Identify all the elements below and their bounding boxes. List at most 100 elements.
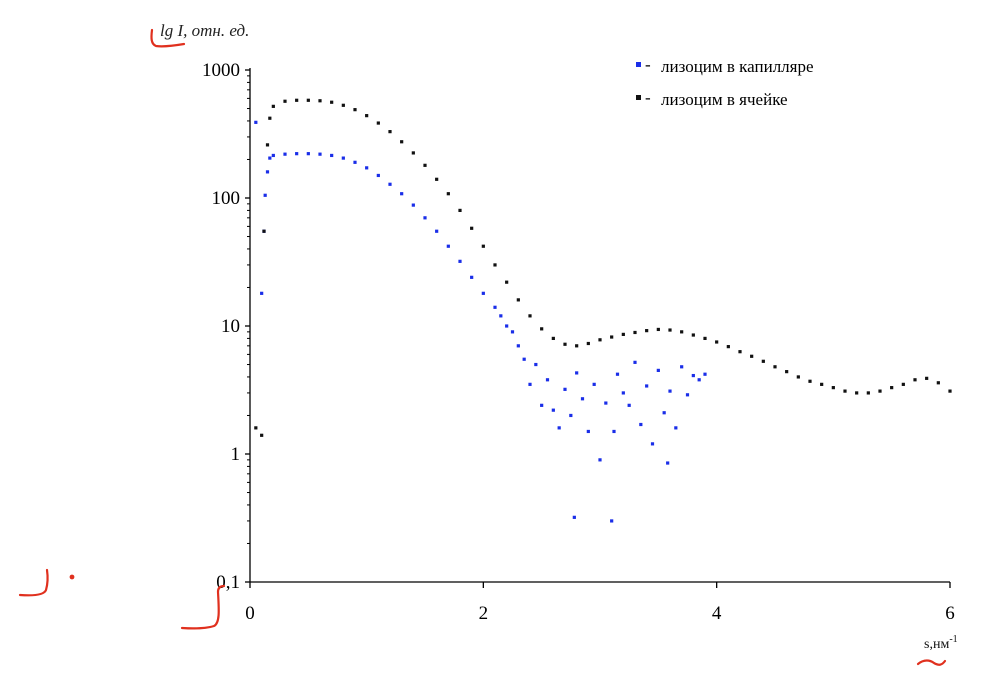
data-point: [773, 365, 777, 369]
data-point: [376, 173, 380, 178]
data-point: [306, 152, 310, 156]
data-point: [656, 327, 660, 332]
data-point: [598, 458, 602, 462]
handwritten-dot: [69, 574, 75, 580]
data-point: [715, 340, 719, 344]
data-point: [691, 373, 695, 378]
data-point: [268, 156, 272, 160]
data-point: [610, 519, 614, 523]
data-point: [540, 327, 544, 331]
data-point: [761, 359, 765, 363]
data-point: [604, 401, 608, 405]
data-point: [330, 100, 334, 104]
data-point: [598, 338, 602, 342]
data-point: [470, 275, 474, 279]
data-point: [901, 382, 905, 386]
data-point: [499, 314, 503, 318]
data-point: [318, 152, 322, 156]
x-tick-label: 2: [479, 603, 489, 624]
data-point: [627, 403, 631, 407]
data-point: [260, 291, 264, 295]
tick-labels: 0,1 1 10 100 1000 0 2 4 6: [202, 60, 955, 624]
handwritten-tilde-unit: [916, 659, 947, 666]
data-point: [666, 461, 670, 465]
data-point: [528, 382, 532, 386]
data-point: [283, 99, 287, 103]
data-point: [388, 130, 392, 134]
x-axis-title-text: s,нм: [924, 637, 949, 652]
data-point: [295, 98, 299, 102]
data-point: [505, 280, 509, 284]
y-tick-label: 1: [231, 444, 241, 465]
data-point: [341, 103, 345, 107]
data-point: [645, 329, 649, 333]
data-point: [633, 330, 637, 335]
data-point: [551, 336, 555, 341]
data-point: [703, 336, 707, 341]
data-point: [254, 426, 258, 430]
data-point: [580, 397, 585, 401]
data-point: [481, 244, 485, 248]
data-point: [656, 368, 660, 372]
data-point: [948, 389, 952, 393]
legend: - лизоцим в капилляре - лизоцим в ячейке: [636, 55, 814, 109]
data-point: [697, 378, 701, 382]
legend-label-series-2: лизоцим в ячейке: [661, 90, 788, 109]
data-point: [400, 140, 404, 144]
data-point: [691, 333, 695, 337]
data-point: [263, 193, 267, 197]
data-point: [633, 360, 637, 364]
data-point: [330, 153, 334, 158]
series-2: [254, 98, 952, 437]
data-point: [615, 372, 620, 376]
data-point: [575, 371, 579, 375]
data-point: [260, 433, 264, 437]
data-point: [254, 120, 258, 124]
data-point: [610, 335, 614, 339]
data-point: [446, 192, 450, 196]
data-point: [913, 378, 917, 382]
data-point: [423, 163, 427, 167]
y-tick-label: 0,1: [216, 572, 240, 593]
data-point: [435, 229, 439, 233]
data-point: [557, 426, 561, 430]
data-point: [586, 429, 590, 434]
legend-dash-series-2: -: [645, 88, 651, 107]
y-tick-label: 1000: [202, 60, 240, 81]
data-point: [545, 378, 550, 382]
data-point: [534, 362, 538, 367]
data-point: [353, 160, 357, 164]
data-point: [318, 99, 322, 103]
data-point: [516, 298, 520, 302]
data-point: [295, 152, 299, 156]
data-point: [572, 515, 576, 519]
data-point: [265, 170, 270, 174]
data-point: [866, 391, 870, 395]
data-point: [528, 314, 532, 318]
data-point: [271, 153, 275, 158]
x-axis-title-superscript: -1: [949, 634, 957, 645]
data-point: [586, 341, 590, 346]
y-axis-title: lg I, отн. ед.: [160, 21, 249, 40]
data-point: [855, 391, 859, 395]
x-tick-label: 4: [712, 603, 722, 624]
data-point: [505, 324, 509, 328]
x-axis-title: s,нм-1: [924, 634, 958, 652]
handwritten-hook-origin: [180, 584, 226, 630]
data-point: [621, 391, 625, 395]
data-point: [446, 244, 450, 248]
data-point: [365, 114, 369, 118]
data-point: [353, 108, 357, 112]
data-point: [680, 365, 684, 369]
legend-marker-series-1: [636, 62, 641, 67]
data-point: [843, 389, 847, 393]
y-tick-label: 100: [212, 188, 241, 209]
data-point: [493, 305, 497, 309]
data-point: [639, 422, 643, 427]
handwritten-annotations: [18, 28, 947, 666]
data-point: [493, 263, 497, 267]
data-point: [726, 345, 730, 349]
data-point: [820, 382, 824, 386]
handwritten-bracket-ylabel: [150, 28, 186, 48]
